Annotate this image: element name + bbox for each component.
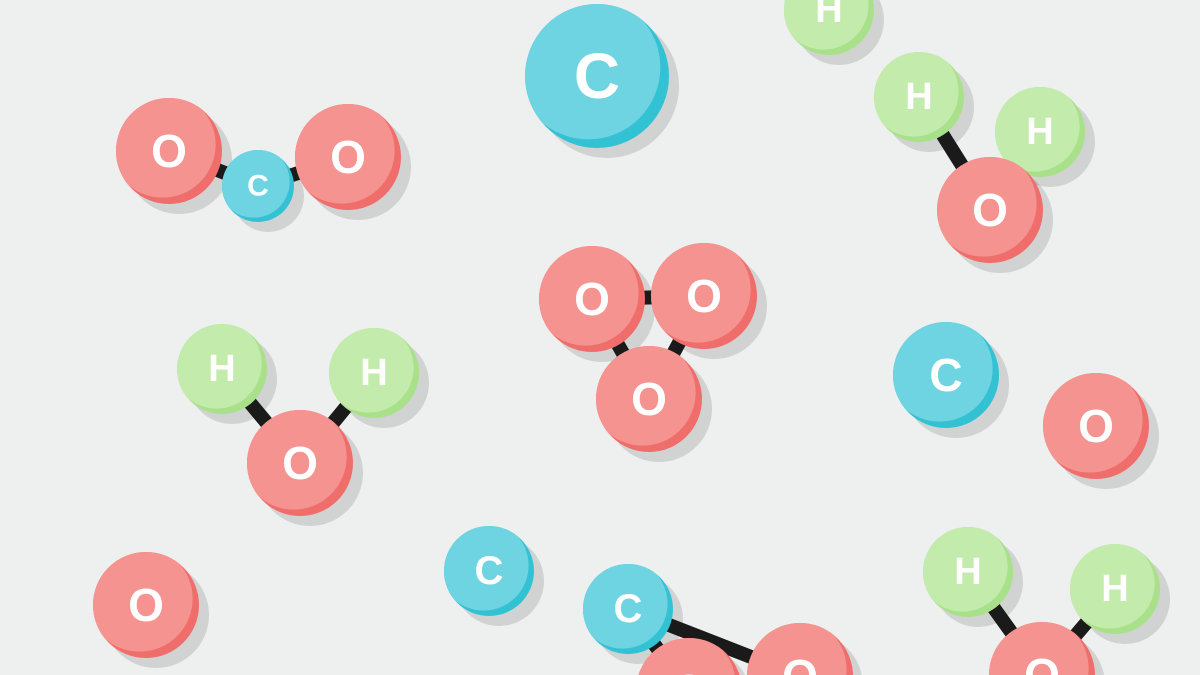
atom-carbon: C [887,316,999,428]
atom-oxygen: O [87,546,199,658]
atom-label: H [815,0,842,31]
molecule-diagram: OCOCHHHOHHOOOOCOOCCOOHHO [0,0,1200,675]
atom-oxygen: O [289,98,401,210]
atom-label: H [1026,111,1053,153]
atom-label: O [151,125,187,177]
atom-label: H [954,551,981,593]
atom-label: O [1078,400,1114,452]
atom-oxygen: O [533,240,645,352]
atom-hydrogen: H [172,319,267,414]
atom-hydrogen: H [324,323,419,418]
atom-oxygen: O [645,237,757,349]
atom-hydrogen: H [869,47,964,142]
atom-layer: OCOCHHHOHHOOOOCOOCCOOHHO [87,0,1160,675]
atom-label: O [330,131,366,183]
atom-label: O [671,665,707,675]
atom-label: C [247,170,269,203]
atom-oxygen: O [1037,367,1149,479]
atom-carbon: C [439,521,534,616]
atom-oxygen: O [741,617,853,675]
atom-label: O [282,437,318,489]
atom-label: O [574,273,610,325]
atom-label: O [972,184,1008,236]
atom-carbon: C [578,559,673,654]
atom-label: O [631,373,667,425]
atom-label: O [128,579,164,631]
atom-label: O [782,650,818,675]
atom-label: H [360,352,387,394]
atom-carbon: C [516,0,669,148]
atom-label: O [1024,649,1060,675]
atom-hydrogen: H [1065,539,1160,634]
atom-label: O [686,270,722,322]
atom-label: C [614,587,643,631]
atom-oxygen: O [110,92,222,204]
atom-label: H [208,348,235,390]
diagram-canvas: OCOCHHHOHHOOOOCOOCCOOHHO [0,0,1200,675]
atom-label: H [905,76,932,118]
atom-hydrogen: H [918,522,1013,617]
atom-label: C [574,40,620,112]
atom-label: H [1101,568,1128,610]
atom-label: C [475,549,504,593]
atom-label: C [929,349,962,401]
